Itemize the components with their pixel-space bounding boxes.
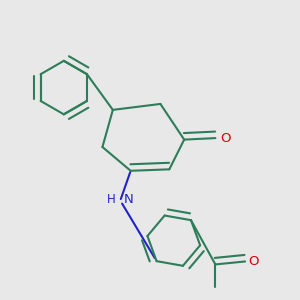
Text: O: O — [249, 255, 259, 268]
Text: N: N — [124, 193, 134, 206]
Text: H: H — [107, 193, 116, 206]
Text: O: O — [220, 132, 230, 145]
